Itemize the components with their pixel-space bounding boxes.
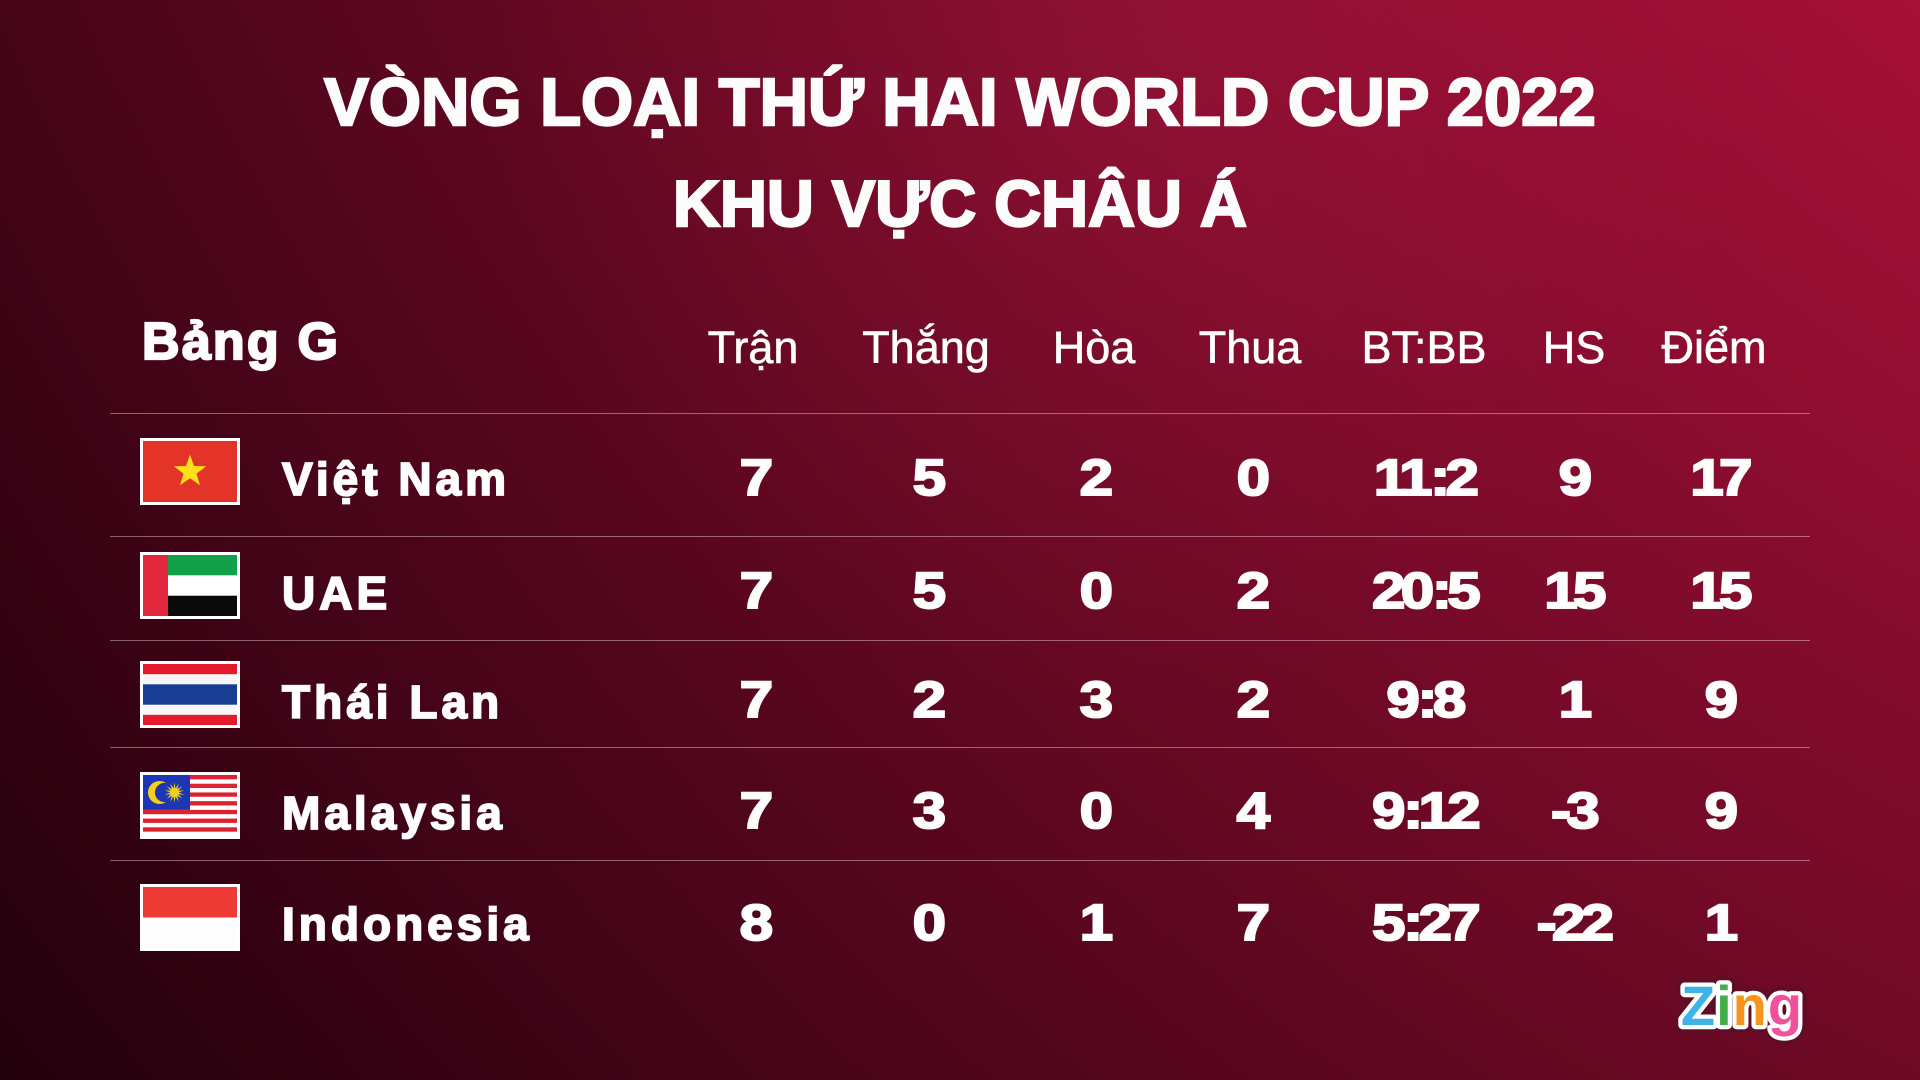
svg-text:Zing: Zing <box>1681 974 1803 1037</box>
svg-text:Zing: Zing <box>1681 974 1803 1037</box>
svg-text:Zing: Zing <box>1681 974 1803 1037</box>
